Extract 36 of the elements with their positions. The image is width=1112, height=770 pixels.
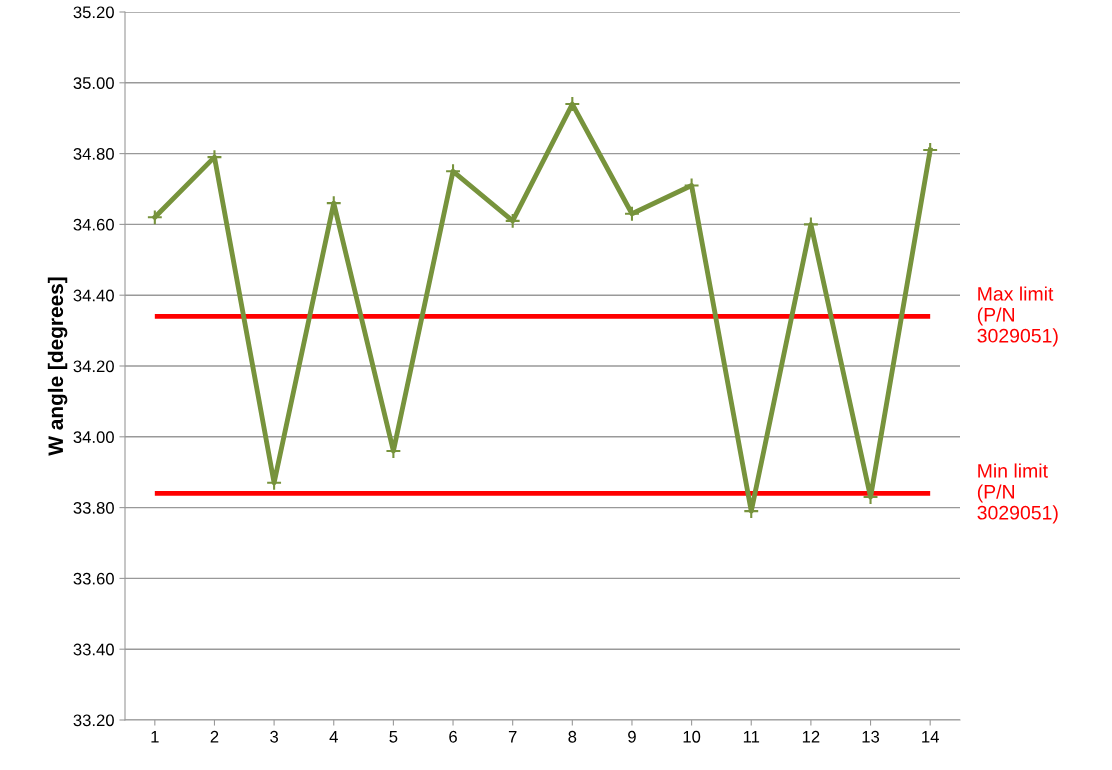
x-tick-label: 11 (743, 731, 760, 743)
x-tick-label: 12 (802, 730, 820, 743)
ref-line-label: Min limit (P/N 3029051) (977, 463, 1058, 524)
y-tick-label: 34.20 (73, 360, 114, 373)
y-tick-label: 34.00 (73, 431, 114, 443)
x-tick-label: 4 (329, 731, 338, 743)
point (504, 212, 521, 229)
y-tick-label: 35.20 (73, 6, 114, 19)
ref-line-label: Max limit (P/N 3029051) (977, 286, 1058, 347)
y-tick-label: 34.80 (73, 148, 114, 160)
point (206, 149, 223, 166)
point (922, 142, 939, 159)
y-tick-label: 33.80 (73, 502, 114, 514)
y-tick-label: 33.40 (73, 643, 114, 656)
x-tick-label: 13 (862, 730, 880, 743)
x-tick-label: 6 (449, 730, 457, 743)
y-tick-label: 35.00 (73, 77, 114, 89)
x-tick-label: 10 (683, 730, 701, 743)
x-tick-label: 2 (210, 730, 219, 743)
x-tick-label: 1 (151, 731, 159, 743)
x-tick-label: 7 (508, 731, 517, 743)
y-tick-label: 34.40 (73, 289, 114, 302)
x-tick-label: 3 (270, 730, 279, 743)
y-axis-title: W angle [degrees] (47, 277, 68, 456)
y-tick-label: 33.60 (73, 572, 114, 585)
point (445, 163, 462, 180)
y-tick-label: 33.20 (73, 714, 114, 727)
point (623, 205, 640, 222)
x-tick-label: 14 (922, 731, 939, 743)
point (564, 96, 581, 113)
x-tick-label: 5 (389, 731, 398, 743)
x-tick-label: 9 (628, 730, 636, 743)
y-tick-label: 34.60 (73, 218, 114, 231)
point (146, 209, 163, 226)
point (683, 177, 700, 194)
x-tick-label: 8 (568, 730, 577, 743)
